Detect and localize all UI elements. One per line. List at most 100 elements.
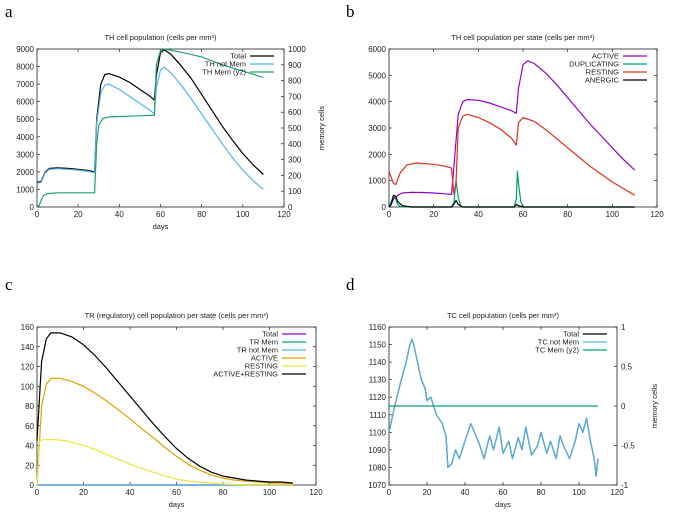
x-tick-label: 0 bbox=[387, 488, 392, 497]
x-tick-label: 120 bbox=[610, 488, 624, 497]
x-tick-label: 100 bbox=[263, 488, 277, 497]
y-tick-label: 0 bbox=[30, 481, 35, 490]
series-line-anergic bbox=[388, 194, 635, 208]
y-tick-label: 1070 bbox=[368, 481, 386, 490]
y2-axis-label: memory cells bbox=[650, 384, 659, 428]
panel-letter: d bbox=[346, 275, 355, 294]
y2-tick-label: 400 bbox=[288, 140, 302, 149]
y-tick-label: 1000 bbox=[368, 177, 386, 186]
y2-tick-label: 500 bbox=[288, 124, 302, 133]
panel-b: b TH cell population per state (cells per… bbox=[346, 2, 664, 219]
y-tick-label: 60 bbox=[25, 422, 34, 431]
legend-label: RESTING bbox=[586, 68, 620, 77]
y-tick-label: 1150 bbox=[369, 341, 387, 350]
legend-label: TH Mem (y2) bbox=[202, 68, 246, 77]
panel-c: c TR (regulatory) cell population per sta… bbox=[5, 275, 323, 509]
y-tick-label: 1120 bbox=[369, 393, 387, 402]
y-tick-label: 160 bbox=[21, 323, 35, 332]
legend-label: TC Mem (y2) bbox=[535, 346, 579, 355]
x-tick-label: 80 bbox=[563, 210, 572, 219]
y-tick-label: 5000 bbox=[16, 115, 34, 124]
panel-d: d TC cell population (cells per mm³) 0 20 40… bbox=[346, 275, 659, 509]
y2-tick-label: 0 bbox=[288, 203, 293, 212]
x-tick-label: 20 bbox=[74, 210, 83, 219]
x-tick-label: 60 bbox=[499, 488, 508, 497]
y2-axis-label: memory cells bbox=[317, 106, 326, 150]
legend-label: Total bbox=[262, 330, 278, 339]
legend-label: DUPLICATING bbox=[569, 60, 619, 69]
y-tick-label: 1160 bbox=[369, 323, 387, 332]
x-tick-label: 40 bbox=[474, 210, 483, 219]
x-tick-label: 60 bbox=[172, 488, 181, 497]
y-tick-label: 2000 bbox=[16, 168, 34, 177]
x-tick-label: 80 bbox=[219, 488, 228, 497]
y2-tick-label: 100 bbox=[288, 187, 302, 196]
series-line-resting bbox=[388, 113, 636, 196]
x-tick-label: 120 bbox=[277, 210, 291, 219]
y-tick-label: 5000 bbox=[368, 71, 386, 80]
panel-letter: a bbox=[5, 2, 13, 21]
y-tick-label: 1090 bbox=[368, 446, 386, 455]
series-line-total bbox=[388, 338, 599, 477]
y2-tick-label: 1000 bbox=[288, 45, 306, 54]
y2-tick-label: -0.5 bbox=[621, 442, 635, 451]
chart-title: TH cell population per state (cells per … bbox=[451, 33, 595, 42]
y-tick-label: 20 bbox=[25, 461, 34, 470]
y-tick-label: 8000 bbox=[16, 63, 34, 72]
x-tick-label: 20 bbox=[79, 488, 88, 497]
y-tick-label: 1000 bbox=[16, 185, 34, 194]
y-tick-label: 1110 bbox=[369, 411, 386, 420]
x-tick-label: 60 bbox=[156, 210, 165, 219]
legend-label: ACTIVE bbox=[592, 52, 619, 61]
x-axis-label: days bbox=[169, 500, 185, 509]
series-line-active bbox=[388, 60, 636, 208]
legend-label: ANERGIC bbox=[585, 76, 620, 85]
y-tick-label: 40 bbox=[25, 442, 34, 451]
x-tick-label: 0 bbox=[387, 210, 392, 219]
y-tick-label: 3000 bbox=[16, 150, 34, 159]
y-tick-label: 6000 bbox=[16, 98, 34, 107]
x-tick-label: 80 bbox=[537, 488, 546, 497]
chart-title: TR (regulatory) cell population per stat… bbox=[85, 311, 269, 320]
y-tick-label: 3000 bbox=[368, 124, 386, 133]
y-tick-label: 0 bbox=[30, 203, 35, 212]
x-tick-label: 100 bbox=[606, 210, 620, 219]
y2-tick-label: 700 bbox=[288, 92, 302, 101]
y-tick-label: 1130 bbox=[369, 376, 387, 385]
y-tick-label: 120 bbox=[21, 363, 35, 372]
x-axis-label: days bbox=[495, 500, 511, 509]
x-axis-label: days bbox=[153, 222, 169, 231]
x-tick-label: 0 bbox=[35, 488, 40, 497]
legend-label: RESTING bbox=[245, 362, 279, 371]
x-tick-label: 20 bbox=[423, 488, 432, 497]
y-tick-label: 6000 bbox=[368, 45, 386, 54]
y2-tick-label: 0 bbox=[621, 402, 626, 411]
y2-tick-label: 300 bbox=[288, 156, 302, 165]
chart-title: TH cell population (cells per mm³) bbox=[104, 33, 217, 42]
panel-letter: c bbox=[5, 275, 13, 294]
legend-label: TR not Mem bbox=[237, 346, 278, 355]
series-line-resting bbox=[36, 439, 293, 486]
x-tick-label: 100 bbox=[236, 210, 250, 219]
series-line-total bbox=[36, 49, 264, 183]
series-line-tc-not-mem bbox=[388, 338, 599, 477]
y-tick-label: 140 bbox=[21, 343, 35, 352]
y2-tick-label: 0.5 bbox=[621, 363, 633, 372]
x-tick-label: 40 bbox=[126, 488, 135, 497]
series-line-active bbox=[36, 377, 293, 486]
y2-tick-label: 200 bbox=[288, 171, 302, 180]
y-tick-label: 9000 bbox=[16, 45, 34, 54]
y2-tick-label: 1 bbox=[621, 323, 626, 332]
y-tick-label: 100 bbox=[21, 382, 35, 391]
legend-label: ACTIVE+RESTING bbox=[213, 370, 278, 379]
y-tick-label: 80 bbox=[25, 402, 34, 411]
series-line-th-not-mem bbox=[36, 66, 264, 190]
x-tick-label: 100 bbox=[572, 488, 586, 497]
series-line-duplicating bbox=[388, 170, 635, 208]
y-tick-label: 0 bbox=[382, 203, 387, 212]
x-tick-label: 0 bbox=[35, 210, 40, 219]
legend-label: Total bbox=[230, 52, 246, 61]
x-tick-label: 80 bbox=[197, 210, 206, 219]
y-tick-label: 7000 bbox=[16, 80, 34, 89]
